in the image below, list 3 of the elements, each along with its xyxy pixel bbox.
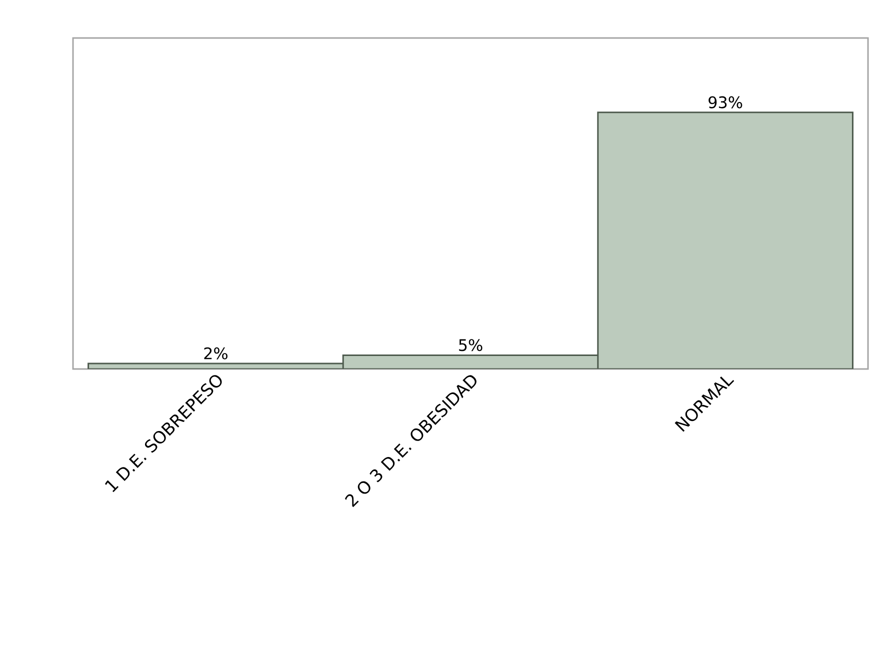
data-label: 93%	[708, 96, 742, 108]
data-label: 5%	[459, 339, 482, 352]
data-label: 2%	[204, 347, 228, 360]
